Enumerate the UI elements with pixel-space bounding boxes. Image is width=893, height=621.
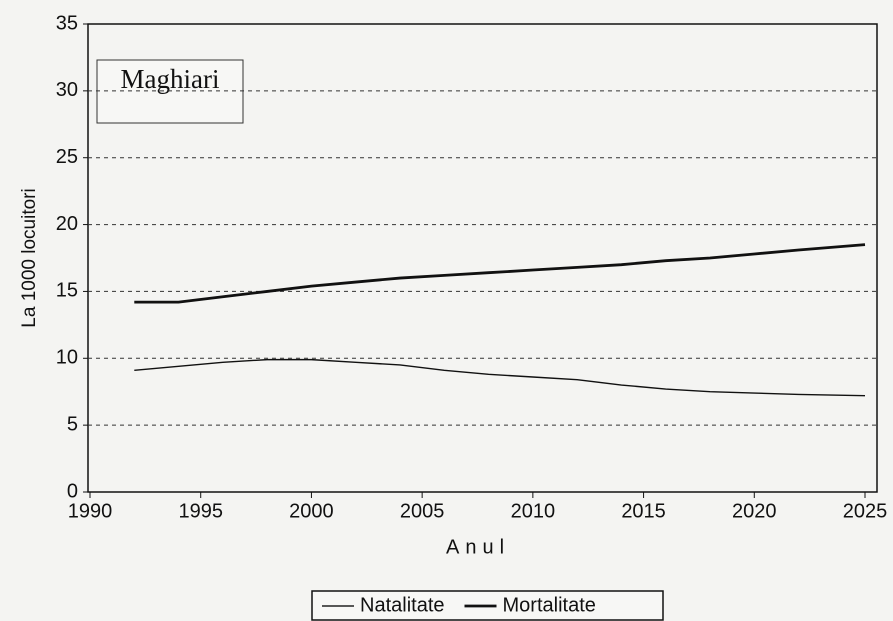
annotation-box: [96, 59, 244, 124]
series-line: [134, 243, 866, 304]
y-tick-label: 15: [56, 280, 78, 302]
y-tick-label: 0: [67, 480, 78, 502]
x-tick-label: 2000: [289, 500, 334, 522]
x-tick-label: 1995: [178, 500, 223, 522]
y-tick-label: 25: [56, 146, 78, 168]
y-tick-label: 30: [56, 79, 78, 101]
x-tick-label: 2005: [400, 500, 445, 522]
y-tick-label: 10: [56, 347, 78, 369]
annotation: Maghiari: [121, 64, 220, 94]
x-tick-label: 2025: [843, 500, 888, 522]
y-tick-label: 5: [67, 413, 78, 435]
legend-label: Natalitate: [360, 594, 445, 616]
y-tick-label: 35: [56, 12, 78, 34]
y-tick-label: 20: [56, 213, 78, 235]
x-tick-label: 2020: [732, 500, 777, 522]
plot-frame: [87, 23, 878, 493]
y-axis-label: La 1000 locuitori: [19, 188, 40, 327]
x-tick-label: 2015: [621, 500, 666, 522]
x-tick-label: 2010: [511, 500, 556, 522]
x-axis-label: Anul: [446, 536, 510, 558]
x-tick-label: 1990: [68, 500, 113, 522]
series-line: [134, 358, 866, 397]
legend-label: Mortalitate: [503, 594, 596, 616]
